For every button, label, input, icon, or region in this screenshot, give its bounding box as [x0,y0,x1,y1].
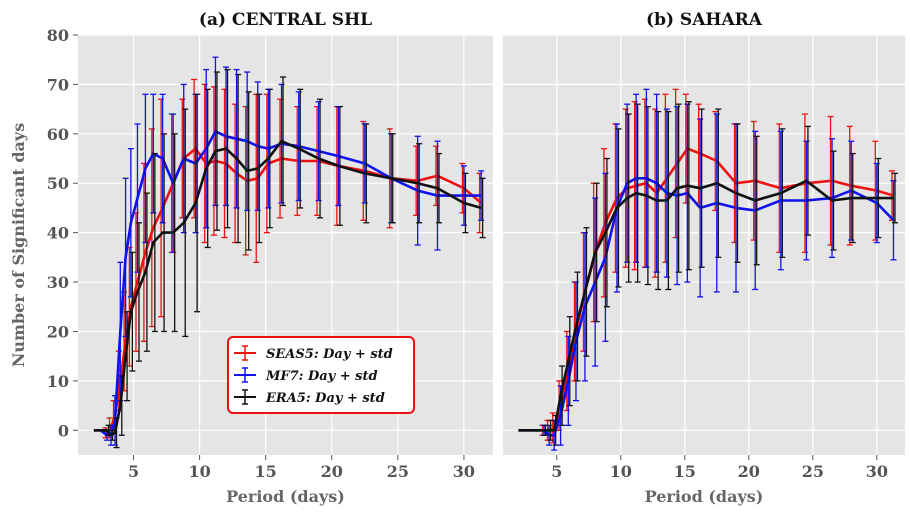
x-axis-label: Period (days) [645,487,764,506]
x-tick-label: 25 [387,462,409,481]
y-tick-label: 20 [47,322,69,341]
series-line [518,179,894,432]
y-tick-label: 0 [58,421,69,440]
x-tick-label: 10 [188,462,210,481]
x-tick-label: 5 [551,462,562,481]
x-tick-label: 20 [321,462,343,481]
legend-label: SEAS5: Day + std [266,347,393,362]
panel-title: (b) SAHARA [646,10,763,30]
y-tick-label: 60 [47,125,69,144]
panel-title: (a) CENTRAL SHL [199,10,372,30]
y-axis-label: Number of Significant days [9,123,28,367]
x-tick-label: 25 [802,462,824,481]
x-tick-label: 30 [866,462,888,481]
x-tick-label: 20 [738,462,760,481]
x-axis-label: Period (days) [226,487,345,506]
legend-label: ERA5: Day + std [265,391,385,406]
y-tick-label: 80 [47,26,69,45]
panel-sahara: 5 10 15 20 25 30 (b) SAHARA Period (days) [503,10,905,506]
x-tick-label: 15 [255,462,277,481]
y-tick-label: 10 [47,372,69,391]
x-tick-label: 5 [128,462,139,481]
series-line [518,177,895,437]
series-era5 [93,68,486,449]
legend-box [227,336,415,414]
series-era5 [518,101,898,446]
x-tick-label: 15 [674,462,696,481]
series-line [93,130,482,437]
series-line [93,139,482,437]
x-tick-label: 10 [610,462,632,481]
legend: SEAS5: Day + std MF7: Day + std ERA5: Day … [227,336,415,414]
y-tick-label: 40 [47,224,69,243]
legend-label: MF7: Day + std [265,369,378,384]
y-tick-label: 70 [47,75,69,94]
y-tick-label: 50 [47,174,69,193]
y-tick-label: 30 [47,273,69,292]
panel-central-shl: 5 10 15 20 25 30 0 10 20 30 40 50 60 70 80 (a) CENTRAL … [9,10,493,506]
x-tick-label: 30 [453,462,475,481]
